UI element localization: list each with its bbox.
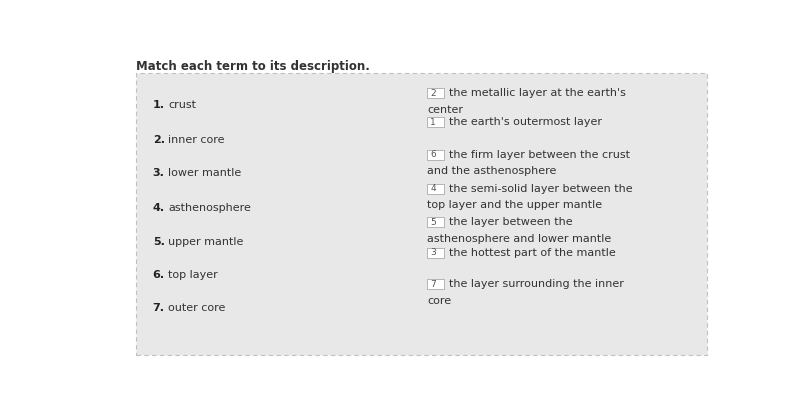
Text: 4: 4 bbox=[430, 184, 436, 193]
FancyBboxPatch shape bbox=[427, 279, 444, 289]
Text: the earth's outermost layer: the earth's outermost layer bbox=[449, 117, 602, 127]
Text: asthenosphere: asthenosphere bbox=[168, 203, 251, 213]
Text: asthenosphere and lower mantle: asthenosphere and lower mantle bbox=[427, 234, 611, 244]
Text: the layer between the: the layer between the bbox=[449, 217, 572, 228]
Text: the semi-solid layer between the: the semi-solid layer between the bbox=[449, 184, 632, 194]
FancyBboxPatch shape bbox=[137, 74, 707, 354]
Text: and the asthenosphere: and the asthenosphere bbox=[427, 166, 557, 176]
Text: 7: 7 bbox=[430, 280, 436, 289]
FancyBboxPatch shape bbox=[427, 88, 444, 98]
Text: 2: 2 bbox=[430, 89, 436, 98]
Text: 1.: 1. bbox=[153, 101, 165, 110]
Text: 4.: 4. bbox=[153, 203, 165, 213]
Text: Match each term to its description.: Match each term to its description. bbox=[137, 60, 370, 73]
FancyBboxPatch shape bbox=[427, 117, 444, 127]
Text: 2.: 2. bbox=[153, 135, 165, 145]
FancyBboxPatch shape bbox=[427, 247, 444, 258]
Text: 6: 6 bbox=[430, 150, 436, 159]
Text: outer core: outer core bbox=[168, 303, 226, 313]
Text: top layer and the upper mantle: top layer and the upper mantle bbox=[427, 200, 602, 210]
Text: lower mantle: lower mantle bbox=[168, 168, 242, 178]
Text: upper mantle: upper mantle bbox=[168, 238, 243, 247]
Text: 5.: 5. bbox=[153, 238, 165, 247]
Text: the layer surrounding the inner: the layer surrounding the inner bbox=[449, 279, 624, 289]
Text: 1: 1 bbox=[430, 118, 436, 127]
Text: core: core bbox=[427, 295, 451, 306]
Text: center: center bbox=[427, 105, 463, 115]
FancyBboxPatch shape bbox=[427, 184, 444, 194]
FancyBboxPatch shape bbox=[427, 217, 444, 228]
Text: the metallic layer at the earth's: the metallic layer at the earth's bbox=[449, 88, 626, 98]
Text: 3: 3 bbox=[430, 248, 436, 257]
Text: the firm layer between the crust: the firm layer between the crust bbox=[449, 150, 630, 160]
Text: 3.: 3. bbox=[153, 168, 165, 178]
Text: inner core: inner core bbox=[168, 135, 225, 145]
Text: 5: 5 bbox=[430, 218, 436, 227]
FancyBboxPatch shape bbox=[427, 150, 444, 160]
Text: 6.: 6. bbox=[153, 270, 165, 280]
Text: top layer: top layer bbox=[168, 270, 218, 280]
Text: the hottest part of the mantle: the hottest part of the mantle bbox=[449, 247, 615, 258]
Text: crust: crust bbox=[168, 101, 196, 110]
Text: 7.: 7. bbox=[153, 303, 165, 313]
